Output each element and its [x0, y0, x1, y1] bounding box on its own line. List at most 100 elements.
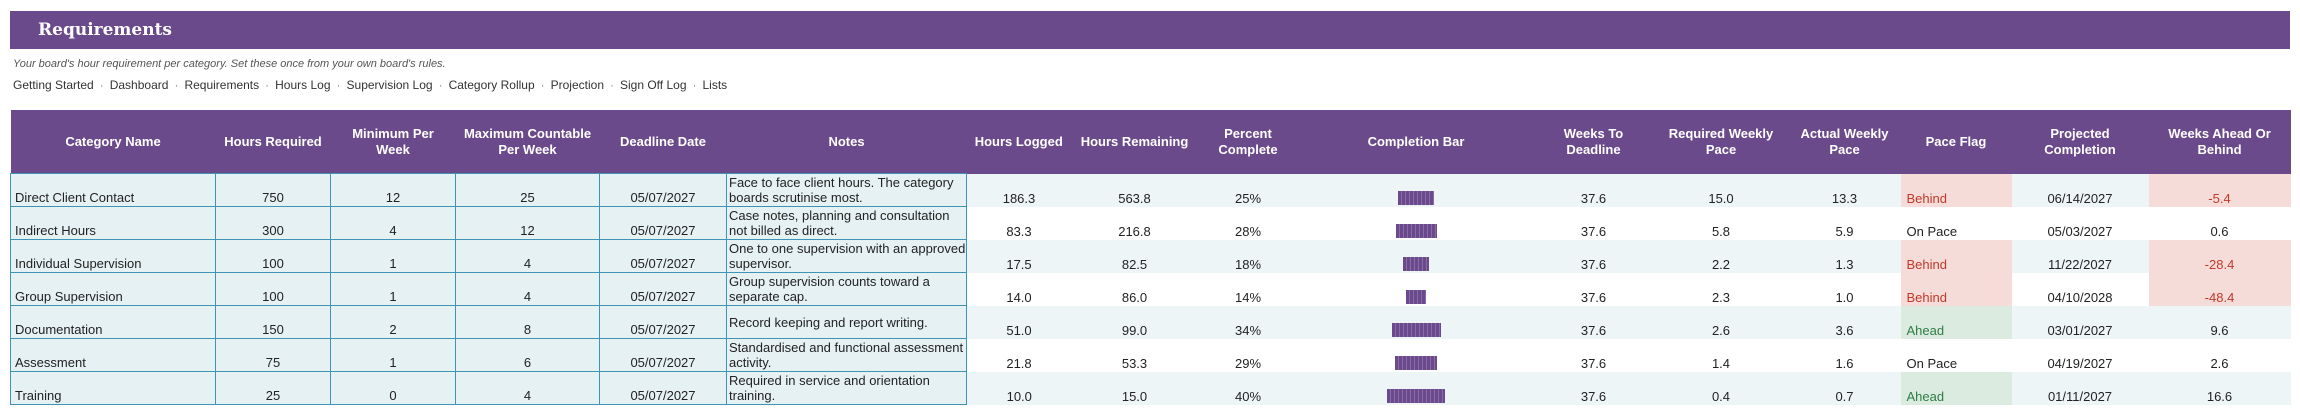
deadline-date-cell[interactable]: 05/07/2027: [599, 272, 727, 306]
category-name-cell[interactable]: Training: [10, 371, 216, 405]
column-header-deadline-date: Deadline Date: [599, 110, 727, 174]
required-weekly-pace-cell: 2.3: [1653, 272, 1789, 306]
percent-complete-cell: 40%: [1197, 371, 1299, 405]
hours-required-cell[interactable]: 150: [215, 305, 331, 339]
notes-cell[interactable]: Record keeping and report writing.: [726, 305, 967, 339]
required-weekly-pace-cell: 0.4: [1653, 371, 1789, 405]
pace-flag-cell: Behind: [1900, 272, 2012, 306]
minimum-per-week-cell[interactable]: 1: [330, 272, 456, 306]
column-header-hours-remaining: Hours Remaining: [1071, 110, 1198, 174]
weeks-to-deadline-cell: 37.6: [1533, 272, 1654, 306]
hours-required-cell[interactable]: 100: [215, 272, 331, 306]
notes-cell[interactable]: Standardised and functional assessment a…: [726, 338, 967, 372]
actual-weekly-pace-cell: 1.3: [1788, 239, 1901, 273]
nav-separator: ·: [174, 78, 179, 92]
projected-completion-cell: 04/10/2028: [2011, 272, 2149, 306]
maximum-per-week-cell[interactable]: 4: [455, 371, 600, 405]
nav-link-projection[interactable]: Projection: [550, 78, 604, 92]
maximum-per-week-cell[interactable]: 6: [455, 338, 600, 372]
deadline-date-cell[interactable]: 05/07/2027: [599, 206, 727, 240]
nav-link-lists[interactable]: Lists: [702, 78, 728, 92]
projected-completion-cell: 03/01/2027: [2011, 305, 2149, 339]
column-header-category-name: Category Name: [10, 110, 216, 174]
category-name-cell[interactable]: Assessment: [10, 338, 216, 372]
column-header-required-weekly-pace: Required Weekly Pace: [1653, 110, 1789, 174]
nav-link-getting-started[interactable]: Getting Started: [13, 78, 94, 92]
category-name-cell[interactable]: Group Supervision: [10, 272, 216, 306]
pace-flag-cell: Behind: [1900, 173, 2012, 207]
minimum-per-week-cell[interactable]: 12: [330, 173, 456, 207]
percent-complete-cell: 28%: [1197, 206, 1299, 240]
weeks-ahead-or-behind-cell: -5.4: [2148, 173, 2291, 207]
category-name-cell[interactable]: Individual Supervision: [10, 239, 216, 273]
pace-flag-cell: Behind: [1900, 239, 2012, 273]
nav-separator: ·: [540, 78, 545, 92]
nav-link-requirements[interactable]: Requirements: [184, 78, 260, 92]
category-name-cell[interactable]: Direct Client Contact: [10, 173, 216, 207]
hours-logged-cell: 10.0: [966, 371, 1072, 405]
completion-bar: [1398, 190, 1434, 205]
hours-required-cell[interactable]: 750: [215, 173, 331, 207]
maximum-per-week-cell[interactable]: 4: [455, 239, 600, 273]
completion-bar: [1395, 355, 1437, 370]
projected-completion-cell: 01/11/2027: [2011, 371, 2149, 405]
hours-remaining-cell: 15.0: [1071, 371, 1198, 405]
nav-link-dashboard[interactable]: Dashboard: [109, 78, 169, 92]
minimum-per-week-cell[interactable]: 0: [330, 371, 456, 405]
hours-required-cell[interactable]: 75: [215, 338, 331, 372]
column-header-maximum-countable-per-week: Maximum Countable Per Week: [455, 110, 600, 174]
weeks-ahead-or-behind-cell: -28.4: [2148, 239, 2291, 273]
notes-cell[interactable]: Group supervision counts toward a separa…: [726, 272, 967, 306]
column-header-weeks-ahead-or-behind: Weeks Ahead Or Behind: [2148, 110, 2291, 174]
minimum-per-week-cell[interactable]: 2: [330, 305, 456, 339]
deadline-date-cell[interactable]: 05/07/2027: [599, 371, 727, 405]
deadline-date-cell[interactable]: 05/07/2027: [599, 173, 727, 207]
required-weekly-pace-cell: 2.2: [1653, 239, 1789, 273]
hours-logged-cell: 186.3: [966, 173, 1072, 207]
minimum-per-week-cell[interactable]: 4: [330, 206, 456, 240]
notes-cell[interactable]: Case notes, planning and consultation no…: [726, 206, 967, 240]
hours-remaining-cell: 82.5: [1071, 239, 1198, 273]
table-row: Assessment 75 1 6 05/07/2027 Standardised and…: [10, 338, 2291, 372]
hours-remaining-cell: 216.8: [1071, 206, 1198, 240]
category-name-cell[interactable]: Indirect Hours: [10, 206, 216, 240]
nav-link-hours-log[interactable]: Hours Log: [275, 78, 331, 92]
projected-completion-cell: 11/22/2027: [2011, 239, 2149, 273]
weeks-ahead-or-behind-cell: 0.6: [2148, 206, 2291, 240]
navigation-bar: Getting Started · Dashboard · Requirements · H…: [13, 78, 727, 92]
nav-link-category-rollup[interactable]: Category Rollup: [448, 78, 535, 92]
maximum-per-week-cell[interactable]: 8: [455, 305, 600, 339]
required-weekly-pace-cell: 2.6: [1653, 305, 1789, 339]
minimum-per-week-cell[interactable]: 1: [330, 239, 456, 273]
maximum-per-week-cell[interactable]: 12: [455, 206, 600, 240]
completion-bar: [1403, 256, 1429, 271]
deadline-date-cell[interactable]: 05/07/2027: [599, 239, 727, 273]
table-row: Group Supervision 100 1 4 05/07/2027 Group su…: [10, 272, 2291, 306]
nav-separator: ·: [438, 78, 443, 92]
maximum-per-week-cell[interactable]: 25: [455, 173, 600, 207]
category-name-cell[interactable]: Documentation: [10, 305, 216, 339]
actual-weekly-pace-cell: 5.9: [1788, 206, 1901, 240]
maximum-per-week-cell[interactable]: 4: [455, 272, 600, 306]
deadline-date-cell[interactable]: 05/07/2027: [599, 338, 727, 372]
hours-logged-cell: 14.0: [966, 272, 1072, 306]
column-header-percent-complete: Percent Complete: [1197, 110, 1299, 174]
page-title-bar: Requirements: [10, 11, 2290, 49]
notes-cell[interactable]: Required in service and orientation trai…: [726, 371, 967, 405]
hours-required-cell[interactable]: 25: [215, 371, 331, 405]
pace-flag-cell: Ahead: [1900, 305, 2012, 339]
hours-required-cell[interactable]: 100: [215, 239, 331, 273]
required-weekly-pace-cell: 1.4: [1653, 338, 1789, 372]
notes-cell[interactable]: Face to face client hours. The category …: [726, 173, 967, 207]
deadline-date-cell[interactable]: 05/07/2027: [599, 305, 727, 339]
minimum-per-week-cell[interactable]: 1: [330, 338, 456, 372]
notes-cell[interactable]: One to one supervision with an approved …: [726, 239, 967, 273]
nav-link-sign-off-log[interactable]: Sign Off Log: [620, 78, 687, 92]
table-row: Documentation 150 2 8 05/07/2027 Record keepi…: [10, 305, 2291, 339]
completion-bar: [1395, 223, 1437, 238]
hours-required-cell[interactable]: 300: [215, 206, 331, 240]
weeks-ahead-or-behind-cell: -48.4: [2148, 272, 2291, 306]
nav-link-supervision-log[interactable]: Supervision Log: [346, 78, 433, 92]
column-header-projected-completion: Projected Completion: [2011, 110, 2149, 174]
hours-remaining-cell: 86.0: [1071, 272, 1198, 306]
